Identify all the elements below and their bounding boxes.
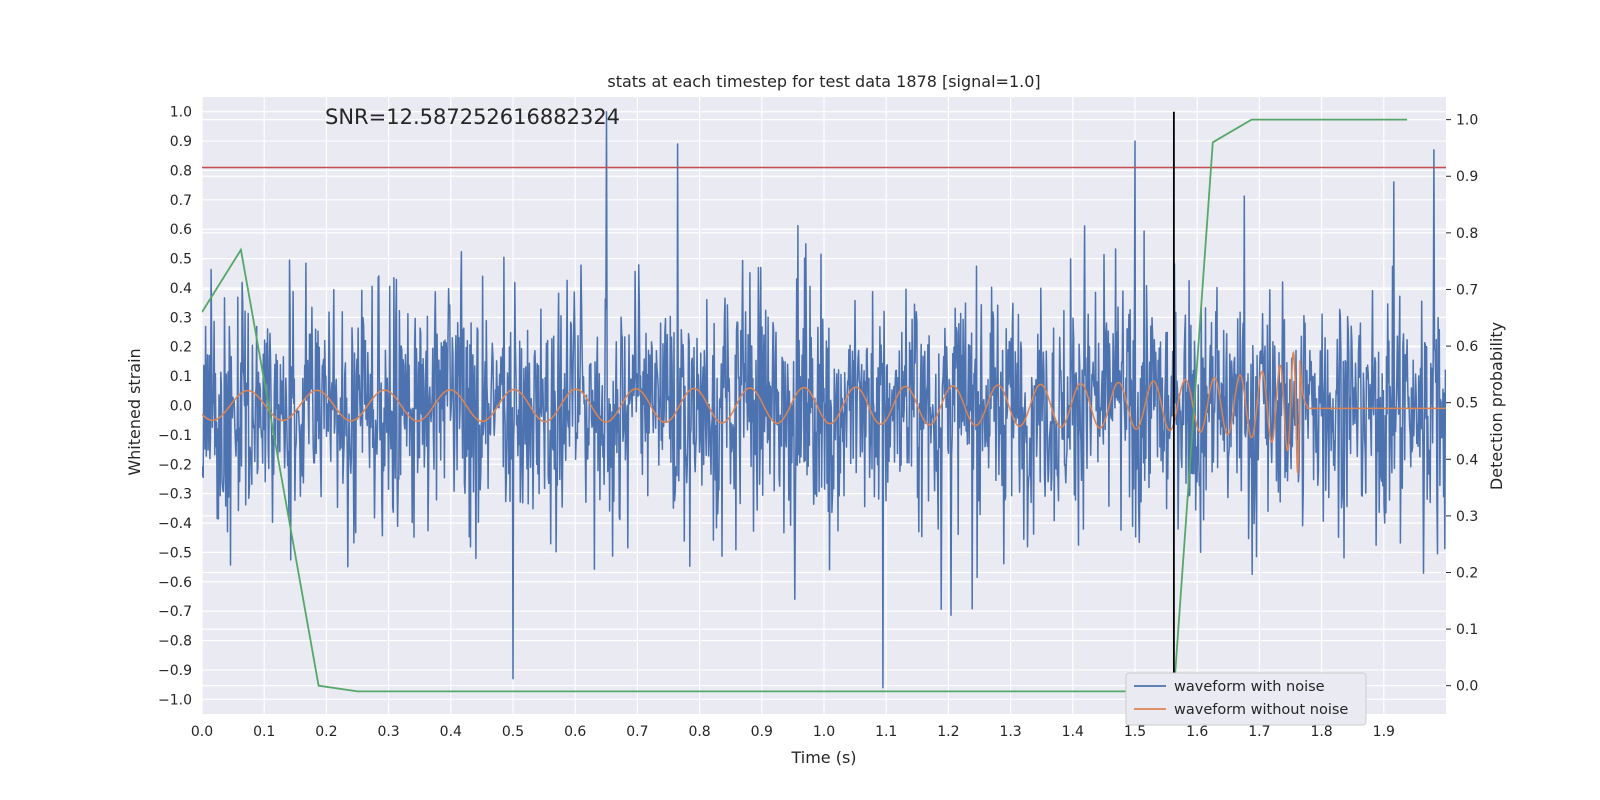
x-tick-label: 0.0 <box>191 724 213 740</box>
x-tick-label: 1.5 <box>1124 724 1146 740</box>
y-tick-label: 0.8 <box>170 163 192 179</box>
y-tick-label: −0.3 <box>158 487 192 503</box>
x-tick-label: 1.0 <box>813 724 835 740</box>
y2-tick-label: 0.3 <box>1456 509 1478 525</box>
y2-tick-label: 0.4 <box>1456 452 1478 468</box>
y-tick-label: 0.0 <box>170 399 192 415</box>
y2-tick-label: 1.0 <box>1456 113 1478 129</box>
chart-title: stats at each timestep for test data 187… <box>607 72 1040 91</box>
x-tick-label: 1.2 <box>937 724 959 740</box>
y-tick-label: −1.0 <box>158 692 192 708</box>
y2-tick-label: 0.2 <box>1456 565 1478 581</box>
y-tick-label: 0.7 <box>170 193 192 209</box>
legend-label-clean: waveform without noise <box>1174 702 1348 718</box>
x-tick-label: 1.1 <box>875 724 897 740</box>
x-tick-label: 1.7 <box>1248 724 1270 740</box>
x-tick-label: 1.8 <box>1310 724 1332 740</box>
x-axis-label: Time (s) <box>790 748 856 767</box>
y-tick-label: 0.5 <box>170 252 192 268</box>
snr-annotation: SNR=12.587252616882324 <box>325 105 620 129</box>
series-waveform-with-noise <box>202 110 1446 689</box>
plot-content <box>202 110 1446 693</box>
y-tick-label: −0.4 <box>158 516 192 532</box>
x-tick-label: 0.5 <box>502 724 524 740</box>
x-tick-label: 1.9 <box>1373 724 1395 740</box>
y-tick-label: 0.2 <box>170 340 192 356</box>
y2-tick-label: 0.7 <box>1456 282 1478 298</box>
y2-tick-label: 0.6 <box>1456 339 1478 355</box>
y2-tick-label: 0.5 <box>1456 396 1478 412</box>
y2-axis-label: Detection probability <box>1487 322 1506 490</box>
y-tick-label: 0.4 <box>170 281 192 297</box>
x-tick-label: 0.4 <box>440 724 462 740</box>
x-tick-label: 0.3 <box>377 724 399 740</box>
x-tick-label: 1.3 <box>999 724 1021 740</box>
series-detection-probability <box>202 118 1408 693</box>
legend-label-noise: waveform with noise <box>1174 679 1325 695</box>
axes: 0.0 0.1 0.2 0.3 0.4 0.5 0.6 0.7 0.8 0.9 1.0 1.1 1.2 1… <box>158 105 1478 740</box>
y-tick-label: −0.9 <box>158 663 192 679</box>
x-tick-label: 1.4 <box>1062 724 1084 740</box>
y2-tick-label: 0.1 <box>1456 622 1478 638</box>
x-tick-label: 0.6 <box>564 724 586 740</box>
y-tick-label: 0.1 <box>170 369 192 385</box>
legend: waveform with noise waveform without noi… <box>1125 672 1367 726</box>
y-tick-label: −0.5 <box>158 545 192 561</box>
y-tick-label: 0.6 <box>170 222 192 238</box>
legend-box <box>1125 672 1367 726</box>
x-tick-label: 0.9 <box>751 724 773 740</box>
x-tick-label: 1.6 <box>1186 724 1208 740</box>
y2-tick-label: 0.9 <box>1456 169 1478 185</box>
y-tick-label: −0.1 <box>158 428 192 444</box>
y-tick-label: −0.6 <box>158 575 192 591</box>
x-tick-label: 0.1 <box>253 724 275 740</box>
series-waveform-without-noise <box>202 350 1446 475</box>
y-tick-label: −0.7 <box>158 604 192 620</box>
y-tick-label: −0.2 <box>158 457 192 473</box>
y2-tick-label: 0.0 <box>1456 679 1478 695</box>
y2-tick-label: 0.8 <box>1456 226 1478 242</box>
y-tick-label: 0.9 <box>170 134 192 150</box>
y-tick-label: 0.3 <box>170 310 192 326</box>
y-axis-label: Whitened strain <box>125 348 144 475</box>
y-tick-label: −0.8 <box>158 634 192 650</box>
y-tick-label: 1.0 <box>170 105 192 121</box>
x-tick-label: 0.8 <box>688 724 710 740</box>
x-tick-label: 0.2 <box>315 724 337 740</box>
x-tick-label: 0.7 <box>626 724 648 740</box>
